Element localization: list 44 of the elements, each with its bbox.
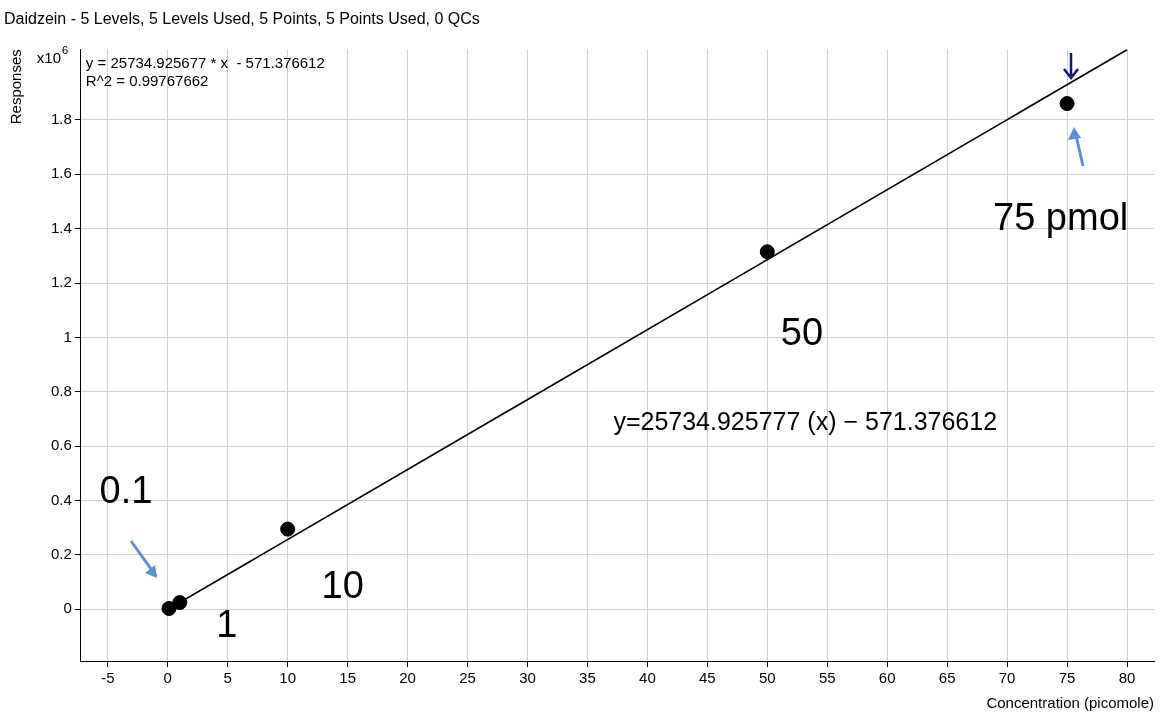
y-tick-label: 0 <box>63 599 72 617</box>
annotation: R^2 = 0.99767662 <box>85 71 209 89</box>
x-tick-label: 50 <box>758 669 776 687</box>
x-axis-title: Concentration (picomole) <box>986 694 1154 712</box>
x-tick-label: 75 <box>1058 669 1076 687</box>
point <box>172 595 188 611</box>
y-axis-title: Responses <box>7 49 25 125</box>
x-tick-label: 70 <box>998 669 1016 687</box>
point <box>280 521 296 537</box>
annotation: 50 <box>780 311 824 354</box>
y-tick-label: 1.6 <box>50 164 72 182</box>
x-tick-label: 30 <box>519 669 536 687</box>
y-tick-label: 0.2 <box>50 545 72 563</box>
y-tick-label: 0.8 <box>50 381 72 399</box>
y-tick-label: 1.4 <box>50 218 72 236</box>
y-tick-label: 1 <box>63 327 72 345</box>
y-tick-label: 1.2 <box>50 273 72 291</box>
y-tick-label: 0.6 <box>50 436 72 454</box>
annotation: 10 <box>321 564 364 607</box>
x-tick-label: 25 <box>459 669 476 687</box>
annotation: 75 pmol <box>993 196 1129 239</box>
x-tick-label: 15 <box>339 669 356 687</box>
point <box>1059 96 1075 112</box>
x-tick-label: 5 <box>223 669 232 687</box>
y-tick-label: 1.8 <box>50 110 72 128</box>
x-tick-label: 35 <box>579 669 596 687</box>
x-tick-label: 0 <box>163 669 172 687</box>
x-tick-label: 10 <box>279 669 297 687</box>
point <box>759 244 775 260</box>
annotation: y=25734.925777 (x) − 571.376612 <box>613 406 998 435</box>
x-tick-label: 40 <box>639 669 656 687</box>
y-tick-label: 0.4 <box>50 490 72 508</box>
x-tick-label: 65 <box>938 669 956 687</box>
x-tick-label: 60 <box>878 669 896 687</box>
annotation: 1 <box>216 603 238 646</box>
x-tick-label: 20 <box>399 669 416 687</box>
x-tick-label: 80 <box>1118 669 1136 687</box>
x-tick-label: -5 <box>101 669 115 687</box>
x-tick-label: 55 <box>818 669 836 687</box>
point <box>161 601 177 617</box>
x-tick-label: 45 <box>699 669 716 687</box>
annotation: 0.1 <box>99 469 153 512</box>
chart-title: Daidzein - 5 Levels, 5 Levels Used, 5 Points, 5 Points Used, 0 QCs <box>4 10 480 28</box>
annotation: y = 25734.925677 * x - 571.376612 <box>85 53 325 71</box>
